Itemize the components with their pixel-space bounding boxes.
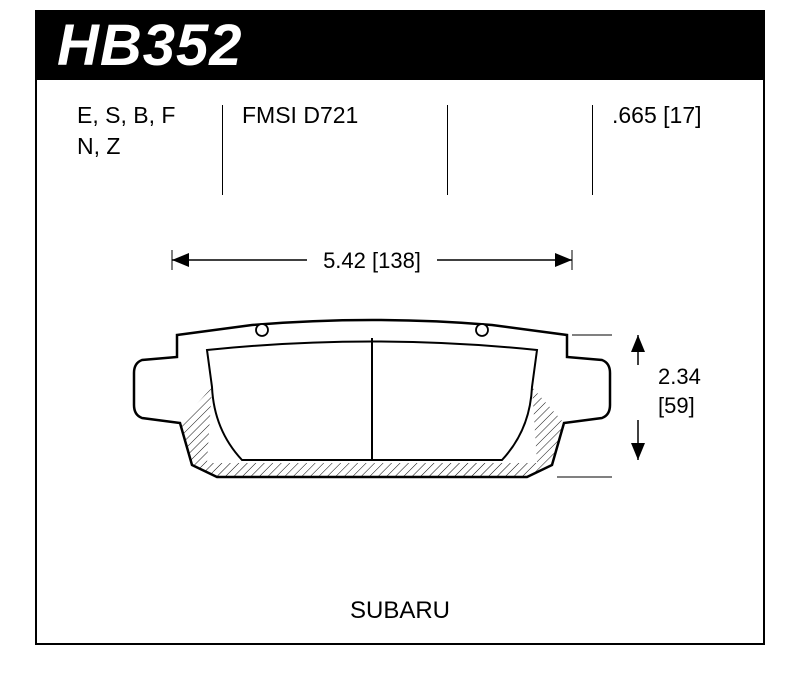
height-value: 2.34 [59] [658, 363, 701, 420]
width-dimension: 5.42 [138] [157, 230, 587, 270]
height-inches: 2.34 [658, 363, 701, 392]
width-value: 5.42 [138] [157, 248, 587, 274]
info-row: E, S, B, F N, Z FMSI D721 .665 [17] [37, 100, 763, 190]
brake-pad-svg [132, 315, 612, 500]
brand-label: SUBARU [37, 597, 763, 625]
divider-2 [447, 105, 448, 195]
divider-3 [592, 105, 593, 195]
height-dimension: 2.34 [59] [638, 315, 718, 455]
brake-pad-drawing [132, 315, 612, 500]
thickness-value: .665 [17] [612, 100, 702, 131]
height-mm: [59] [658, 392, 701, 421]
header-band: HB352 [35, 10, 765, 80]
content-frame: E, S, B, F N, Z FMSI D721 .665 [17] 5.42… [35, 80, 765, 645]
spec-sheet: HB352 E, S, B, F N, Z FMSI D721 .665 [17… [0, 0, 800, 691]
fmsi-code: FMSI D721 [242, 100, 358, 131]
compounds-line1: E, S, B, F [77, 100, 175, 131]
compounds-line2: N, Z [77, 131, 175, 162]
divider-1 [222, 105, 223, 195]
compounds-list: E, S, B, F N, Z [77, 100, 175, 162]
part-number: HB352 [57, 12, 243, 79]
